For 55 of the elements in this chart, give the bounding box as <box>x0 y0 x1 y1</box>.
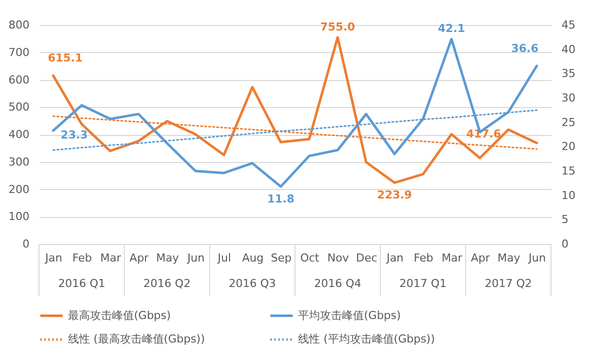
y2-tick-label: 5 <box>562 213 568 226</box>
x-tick-label: Nov <box>327 252 350 264</box>
y-tick-label: 700 <box>8 46 30 59</box>
x-tick-label: Jan <box>386 252 404 264</box>
y2-tick-label: 30 <box>562 92 576 104</box>
x-tick-label: Dec <box>356 252 378 264</box>
x-tick-label: Jun <box>186 252 205 264</box>
y2-tick-label: 20 <box>562 140 576 154</box>
x-tick-label: Oct <box>300 252 320 264</box>
y2-tick-label: 45 <box>562 18 576 32</box>
y-tick-label: 0 <box>22 238 30 250</box>
x-tick-label: Mar <box>442 252 463 264</box>
y2-tick-label: 40 <box>562 42 576 56</box>
x-tick-label: Jun <box>528 252 546 264</box>
y2-tick-label: 35 <box>562 67 576 80</box>
y-tick-label: 500 <box>8 100 30 114</box>
data-label: 42.1 <box>438 22 466 36</box>
data-label: 23.3 <box>60 128 88 142</box>
legend-label: 线性 (平均攻击峰值(Gbps)) <box>298 332 435 346</box>
data-label: 36.6 <box>511 42 539 55</box>
x-tick-label: Apr <box>470 252 490 264</box>
x-tick-label: Jul <box>216 252 232 264</box>
y-tick-label: 600 <box>8 73 30 86</box>
data-label: 223.9 <box>377 188 412 202</box>
text: 2016 Q2 <box>143 277 191 290</box>
data-label: 11.8 <box>267 192 294 206</box>
text: 2016 Q1 <box>58 277 106 290</box>
text: 2016 Q4 <box>314 277 362 290</box>
x-tick-label: Aug <box>242 252 264 264</box>
y2-tick-label: 25 <box>562 116 576 129</box>
y2-tick-label: 0 <box>562 238 568 250</box>
x-tick-label: Sep <box>270 252 292 264</box>
legend-label: 线性 (最高攻击峰值(Gbps)) <box>68 332 205 346</box>
x-tick-label: May <box>156 252 180 264</box>
data-label: 417.6 <box>466 128 502 141</box>
x-tick-label: Mar <box>100 252 122 264</box>
x-tick-label: Feb <box>414 252 434 264</box>
y-tick-label: 200 <box>8 182 30 196</box>
text: 2016 Q3 <box>228 277 276 290</box>
y-tick-label: 800 <box>8 18 30 32</box>
legend-label: 平均攻击峰值(Gbps) <box>298 308 401 322</box>
x-tick-label: Jan <box>44 252 62 264</box>
x-tick-label: Feb <box>72 252 92 264</box>
y2-tick-label: 10 <box>562 188 576 202</box>
y-tick-label: 300 <box>8 155 30 168</box>
data-label: 755.0 <box>320 20 356 34</box>
text: 2017 Q1 <box>399 277 447 290</box>
x-tick-label: May <box>497 252 521 264</box>
data-label: 615.1 <box>48 52 83 65</box>
legend-label: 最高攻击峰值(Gbps) <box>68 308 171 322</box>
y2-tick-label: 15 <box>562 164 576 178</box>
y-tick-label: 100 <box>8 210 30 224</box>
y-tick-label: 400 <box>8 128 30 141</box>
text: 2017 Q2 <box>484 277 532 290</box>
x-tick-label: Apr <box>130 252 150 264</box>
